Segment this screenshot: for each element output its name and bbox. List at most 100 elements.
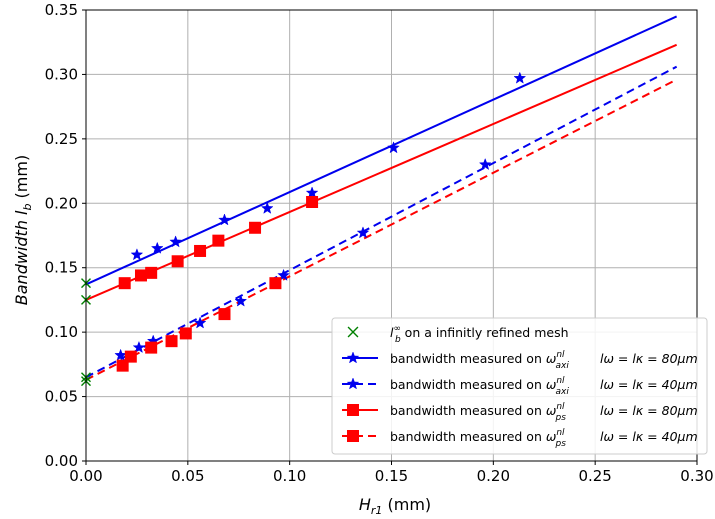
x-tick-label: 0.20: [477, 467, 510, 485]
legend-entry: l∞ b on a infinitly refined mesh: [347, 324, 569, 345]
data-point-series-1: [169, 235, 182, 248]
legend-label: bandwidth measured on ωnl axi: [390, 350, 569, 371]
legend-entry: bandwidth measured on ωnl ps lω = lκ = 40μ…: [342, 428, 698, 449]
x-tick-label: 0.00: [69, 467, 102, 485]
data-point-series-1: [130, 248, 144, 261]
legend-label-subscript: axi: [556, 387, 570, 397]
data-point-series-3: [134, 269, 147, 282]
y-tick-label: 0.35: [45, 1, 78, 19]
legend-label-symbol: ω: [546, 377, 556, 392]
x-axis-label-unit: (mm): [382, 495, 431, 514]
legend-condition: lω = lκ = 40μm: [600, 377, 698, 392]
legend-entry: bandwidth measured on ωnl ps lω = lκ = 80μ…: [342, 402, 698, 423]
y-axis-label-unit: (mm): [12, 155, 31, 204]
data-point-series-4: [269, 277, 282, 290]
x-tick-label: 0.10: [273, 467, 306, 485]
data-point-series-2: [356, 226, 370, 239]
x-tick-label: 0.05: [171, 467, 204, 485]
data-point-series-4: [218, 308, 231, 321]
data-point-series-3: [145, 266, 158, 279]
data-point-series-4: [124, 350, 137, 363]
y-tick-label: 0.10: [45, 323, 78, 341]
data-point-series-2: [478, 157, 492, 171]
data-point-series-3: [171, 255, 184, 268]
data-point-series-1: [218, 213, 231, 226]
legend-marker: [346, 377, 360, 390]
legend-label-symbol: l: [390, 325, 394, 340]
grid: [85, 9, 698, 462]
y-tick-label: 0.30: [45, 65, 78, 83]
data-point-series-2: [234, 294, 248, 307]
data-point-series-4: [145, 341, 158, 354]
legend-label-superscript: nl: [556, 350, 565, 360]
y-axis-label-var: l: [12, 210, 31, 215]
legend-label-subscript: ps: [555, 439, 567, 449]
legend-label: bandwidth measured on ωnl ps: [390, 428, 566, 449]
data-point-series-3: [249, 221, 262, 234]
legend-label-prefix: bandwidth measured on: [390, 377, 546, 392]
legend-label-superscript: ∞: [393, 324, 401, 334]
data-point-series-2: [193, 316, 207, 329]
legend-entry: bandwidth measured on ωnl axi lω = lκ = 40…: [342, 376, 698, 397]
fit-line-series-3: [85, 43, 678, 301]
data-point-series-1: [513, 71, 527, 84]
legend-marker: [347, 430, 359, 442]
legend-marker: [346, 351, 360, 364]
x-axis-label-sub: r1: [371, 504, 383, 517]
data-point-series-1: [260, 201, 274, 214]
x-marker-stroke: [347, 326, 359, 338]
legend-label: bandwidth measured on ωnl ps: [390, 402, 566, 423]
legend-label-subscript: b: [395, 335, 401, 345]
legend-box: [331, 317, 708, 455]
data-point-series-1: [150, 241, 164, 254]
legend-label-symbol: ω: [546, 429, 556, 444]
legend-condition: lω = lκ = 80μm: [600, 403, 698, 418]
data-point-series-3: [306, 195, 319, 208]
data-point-series-3: [212, 234, 225, 247]
data-point-series-1: [305, 186, 319, 199]
y-tick-label: 0.05: [45, 388, 78, 406]
legend-condition: lω = lκ = 40μm: [600, 429, 698, 444]
axis-ticks: 0.00 0.05 0.10 0.15 0.20 0.25 0.30 0.00 0.05 0.10…: [45, 1, 714, 485]
legend-entry: bandwidth measured on ωnl axi lω = lκ = 80…: [342, 350, 698, 371]
legend-label-prefix: bandwidth measured on: [390, 351, 546, 366]
x-axis-label-var: H: [359, 495, 371, 514]
y-tick-label: 0.00: [45, 452, 78, 470]
legend-label-prefix: bandwidth measured on: [390, 403, 546, 418]
legend-label-superscript: nl: [556, 428, 565, 438]
y-axis-label-text: Bandwidth: [12, 215, 31, 305]
fit-line-series-2: [85, 65, 678, 379]
legend-label-superscript: nl: [556, 376, 565, 386]
legend-label-symbol: ω: [546, 403, 556, 418]
data-point-series-4: [116, 359, 129, 372]
y-axis-label: Bandwidth lb (mm): [12, 155, 34, 305]
legend-marker: [347, 326, 359, 338]
data-point-series-2: [132, 340, 146, 354]
fit-line-series-1: [85, 15, 678, 286]
y-tick-label: 0.20: [45, 194, 78, 212]
x-tick-label: 0.15: [375, 467, 408, 485]
legend-condition: lω = lκ = 80μm: [600, 351, 698, 366]
data-point-series-3: [194, 244, 207, 257]
y-tick-label: 0.25: [45, 130, 78, 148]
data-point-series-2: [277, 268, 290, 281]
data-point-series-4: [165, 335, 178, 348]
x-axis-label: Hr1 (mm): [359, 495, 431, 517]
legend: l∞ b on a infinitly refined mesh bandwidth…: [331, 317, 708, 455]
y-axis-label-sub: b: [21, 204, 34, 211]
legend-label-subscript: axi: [556, 361, 570, 371]
legend-marker: [347, 404, 359, 416]
legend-label-subscript: ps: [555, 413, 567, 423]
legend-label: bandwidth measured on ωnl axi: [390, 376, 569, 397]
legend-label: l∞ b on a infinitly refined mesh: [390, 324, 569, 345]
y-tick-label: 0.15: [45, 259, 78, 277]
data-point-series-1: [387, 141, 400, 154]
data-point-series-4: [179, 327, 192, 340]
x-tick-label: 0.30: [680, 467, 713, 485]
legend-label-symbol: ω: [546, 351, 556, 366]
legend-label-superscript: nl: [556, 402, 565, 412]
x-tick-label: 0.25: [578, 467, 611, 485]
legend-label-prefix: bandwidth measured on: [390, 429, 546, 444]
legend-label-suffix: on a infinitly refined mesh: [401, 325, 569, 340]
